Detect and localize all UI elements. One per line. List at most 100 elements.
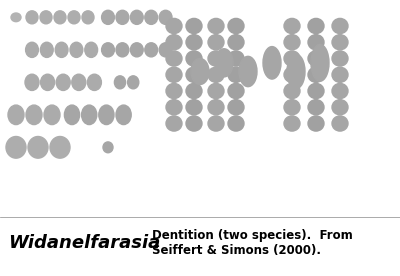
Ellipse shape — [308, 35, 324, 50]
Text: A: A — [13, 12, 23, 25]
Text: B: B — [13, 46, 23, 59]
Text: P$_3$: P$_3$ — [283, 22, 293, 34]
Ellipse shape — [208, 51, 224, 66]
Ellipse shape — [228, 18, 244, 34]
Ellipse shape — [25, 74, 39, 91]
Ellipse shape — [40, 11, 52, 24]
Ellipse shape — [332, 18, 348, 34]
Ellipse shape — [208, 83, 224, 99]
Ellipse shape — [26, 42, 38, 57]
Ellipse shape — [130, 10, 143, 24]
Ellipse shape — [99, 105, 114, 124]
Ellipse shape — [308, 67, 324, 82]
Ellipse shape — [228, 100, 244, 115]
Ellipse shape — [166, 100, 182, 115]
Ellipse shape — [50, 137, 70, 158]
Text: Widanelfarasia: Widanelfarasia — [8, 234, 160, 252]
Ellipse shape — [239, 56, 257, 87]
Ellipse shape — [166, 35, 182, 50]
Ellipse shape — [284, 35, 300, 50]
Ellipse shape — [166, 67, 182, 82]
Ellipse shape — [332, 116, 348, 131]
Ellipse shape — [11, 13, 21, 22]
Ellipse shape — [8, 105, 24, 124]
Text: P$_4$: P$_4$ — [319, 22, 329, 34]
Ellipse shape — [332, 100, 348, 115]
Ellipse shape — [332, 67, 348, 82]
Ellipse shape — [88, 74, 102, 91]
Ellipse shape — [55, 42, 68, 57]
Ellipse shape — [26, 11, 38, 24]
Ellipse shape — [6, 137, 26, 158]
Ellipse shape — [186, 67, 202, 82]
Ellipse shape — [284, 51, 300, 66]
Ellipse shape — [228, 35, 244, 50]
Ellipse shape — [85, 42, 98, 57]
Text: C: C — [13, 79, 22, 92]
Ellipse shape — [68, 11, 80, 24]
Ellipse shape — [215, 49, 233, 77]
Ellipse shape — [308, 18, 324, 34]
Ellipse shape — [284, 116, 300, 131]
Ellipse shape — [114, 76, 126, 89]
Ellipse shape — [82, 105, 97, 124]
Text: Dentition (two species).  From
Seiffert & Simons (2000).: Dentition (two species). From Seiffert &… — [152, 229, 353, 257]
Ellipse shape — [166, 18, 182, 34]
Ellipse shape — [208, 116, 224, 131]
Ellipse shape — [186, 100, 202, 115]
Ellipse shape — [41, 74, 54, 91]
Text: D: D — [13, 113, 24, 126]
Ellipse shape — [116, 10, 129, 24]
Ellipse shape — [191, 59, 209, 84]
Ellipse shape — [228, 116, 244, 131]
Ellipse shape — [284, 67, 300, 82]
Ellipse shape — [287, 54, 305, 89]
Ellipse shape — [102, 10, 114, 24]
Text: G: G — [173, 104, 184, 117]
Ellipse shape — [186, 18, 202, 34]
Ellipse shape — [186, 83, 202, 99]
Ellipse shape — [332, 83, 348, 99]
Ellipse shape — [263, 47, 281, 79]
Ellipse shape — [102, 43, 114, 57]
Ellipse shape — [26, 105, 42, 124]
Text: P$_2$: P$_2$ — [247, 22, 257, 34]
Ellipse shape — [130, 43, 143, 57]
Ellipse shape — [40, 42, 53, 57]
Ellipse shape — [308, 83, 324, 99]
Ellipse shape — [332, 51, 348, 66]
Ellipse shape — [116, 43, 129, 57]
Ellipse shape — [208, 35, 224, 50]
Ellipse shape — [82, 11, 94, 24]
Ellipse shape — [332, 35, 348, 50]
Ellipse shape — [308, 116, 324, 131]
Ellipse shape — [308, 51, 324, 66]
Text: I$_3$: I$_3$ — [206, 22, 214, 34]
Ellipse shape — [284, 100, 300, 115]
Ellipse shape — [72, 74, 86, 91]
Ellipse shape — [64, 105, 80, 124]
Ellipse shape — [284, 18, 300, 34]
Ellipse shape — [284, 83, 300, 99]
Ellipse shape — [56, 74, 70, 91]
Ellipse shape — [159, 10, 172, 24]
Ellipse shape — [186, 116, 202, 131]
Ellipse shape — [311, 44, 329, 81]
Ellipse shape — [128, 76, 139, 89]
Text: C: C — [221, 22, 227, 31]
Ellipse shape — [208, 67, 224, 82]
Ellipse shape — [166, 116, 182, 131]
Ellipse shape — [159, 43, 172, 57]
Ellipse shape — [103, 142, 113, 153]
Ellipse shape — [228, 51, 244, 66]
Ellipse shape — [166, 51, 182, 66]
Text: H: H — [193, 104, 204, 117]
Ellipse shape — [70, 42, 83, 57]
Text: E: E — [13, 146, 22, 159]
Ellipse shape — [228, 83, 244, 99]
Ellipse shape — [186, 35, 202, 50]
Ellipse shape — [166, 83, 182, 99]
Ellipse shape — [116, 105, 131, 124]
Ellipse shape — [228, 67, 244, 82]
Ellipse shape — [44, 105, 60, 124]
